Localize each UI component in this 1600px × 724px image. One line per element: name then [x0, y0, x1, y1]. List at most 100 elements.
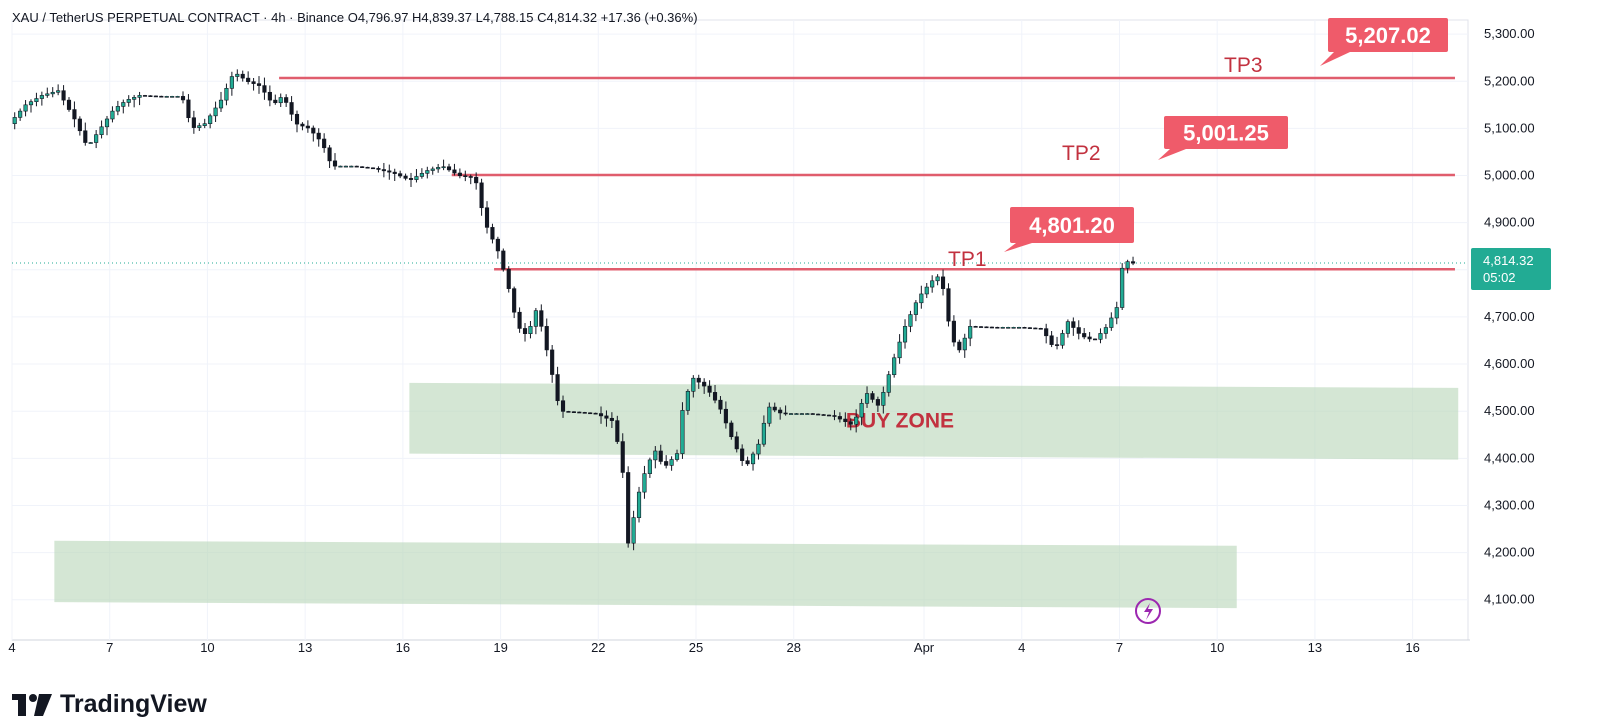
- candle-body: [1076, 327, 1081, 334]
- candle-body: [1103, 327, 1108, 334]
- candle-body: [805, 413, 810, 415]
- candle-body: [392, 171, 397, 174]
- x-tick-label: 28: [787, 640, 801, 655]
- candle-body: [45, 93, 50, 96]
- candle-body: [468, 176, 473, 178]
- candle-body: [273, 99, 278, 104]
- price-badge-box: [1471, 248, 1551, 291]
- candle-body: [924, 286, 929, 295]
- x-tick-label: 4: [1018, 640, 1025, 655]
- candle-body: [278, 97, 283, 104]
- candle-body: [691, 377, 696, 392]
- candle-body: [555, 374, 560, 402]
- candle-body: [864, 393, 870, 404]
- price-callout-label: 5,207.02: [1345, 23, 1431, 48]
- x-tick-label: 13: [298, 640, 312, 655]
- candle-body: [528, 326, 533, 334]
- candle-body: [1125, 261, 1130, 269]
- callout-pointer: [1158, 149, 1186, 160]
- candle-body: [436, 167, 441, 170]
- candle-body: [137, 95, 142, 98]
- candle-body: [984, 326, 989, 329]
- candle-body: [1033, 327, 1038, 330]
- candle-body: [1022, 326, 1027, 329]
- candle-body: [484, 207, 490, 228]
- candle-body: [604, 415, 609, 419]
- candle-body: [664, 461, 669, 466]
- candle-body: [490, 227, 495, 240]
- candle-body: [582, 412, 587, 414]
- x-axis: 4 7 10 13 16 19 22 25 28 Apr 4 7 10 13 16: [8, 640, 1419, 655]
- candle-body: [1065, 321, 1070, 334]
- candle-body: [1092, 338, 1098, 341]
- candle-body: [544, 326, 549, 351]
- candle-body: [859, 403, 864, 418]
- candle-body: [343, 165, 348, 168]
- candle-body: [72, 109, 77, 120]
- candle-body: [452, 169, 457, 174]
- candle-body: [560, 400, 566, 412]
- flash-icon[interactable]: [1135, 598, 1161, 624]
- candle-body: [99, 126, 104, 135]
- candle-body: [267, 91, 272, 101]
- zone-label: BUY ZONE: [846, 409, 954, 432]
- candle-body: [202, 123, 207, 126]
- candle-body: [843, 418, 848, 422]
- candle-body: [311, 127, 316, 134]
- candle-body: [930, 280, 935, 288]
- candle-body: [935, 276, 940, 282]
- candle-body: [463, 175, 468, 177]
- y-axis: 5,300.00 5,200.00 5,100.00 5,000.00 4,900.00…: [1484, 26, 1535, 607]
- candle-body: [262, 85, 267, 93]
- candle-body: [408, 178, 414, 180]
- annotations-layer: TP3 5,207.02 TP2 5,001.25 TP1 4,801.20: [948, 18, 1448, 271]
- candle-body: [170, 96, 175, 98]
- x-tick-label: 25: [689, 640, 703, 655]
- candle-body: [121, 102, 126, 107]
- candle-body: [620, 441, 625, 473]
- x-tick-label: 22: [591, 640, 605, 655]
- candle-body: [1120, 267, 1125, 308]
- candle-body: [28, 101, 34, 106]
- candle-body: [322, 138, 327, 149]
- candle-body: [598, 413, 604, 417]
- candle-body: [1087, 336, 1092, 340]
- candle-body: [506, 268, 511, 289]
- candle-body: [18, 110, 23, 118]
- candle-body: [294, 113, 300, 125]
- candle-body: [734, 436, 739, 450]
- candle-body: [837, 416, 842, 420]
- candle-body: [370, 167, 376, 170]
- candle-body: [995, 326, 1000, 329]
- candle-body: [501, 250, 506, 270]
- x-tick-label: 10: [200, 640, 214, 655]
- candle-body: [224, 88, 229, 101]
- candle-body: [870, 393, 875, 400]
- y-tick-label: 4,300.00: [1484, 497, 1535, 512]
- candle-body: [723, 408, 728, 424]
- candle-body: [1114, 307, 1119, 319]
- candle-body: [387, 170, 392, 173]
- level-name-label: TP2: [1062, 142, 1101, 165]
- candle-body: [626, 472, 631, 544]
- levels-layer: [12, 76, 1468, 271]
- candle-body: [989, 326, 994, 329]
- candle-body: [316, 132, 321, 140]
- candle-body: [104, 118, 110, 128]
- y-tick-label: 5,300.00: [1484, 26, 1535, 41]
- candle-body: [218, 99, 224, 109]
- symbol-header: XAU / TetherUS PERPETUAL CONTRACT · 4h ·…: [12, 10, 698, 25]
- candle-body: [191, 117, 196, 128]
- candle-body: [848, 421, 853, 425]
- candle-body: [712, 392, 718, 401]
- candle-body: [1060, 333, 1065, 346]
- candle-body: [957, 341, 962, 351]
- candle-body: [609, 417, 614, 421]
- price-badge-countdown: 05:02: [1483, 270, 1516, 285]
- candle-body: [940, 276, 946, 289]
- candle-body: [186, 99, 191, 119]
- candle-body: [94, 134, 99, 143]
- candle-body: [332, 160, 338, 167]
- candle-body: [946, 288, 951, 322]
